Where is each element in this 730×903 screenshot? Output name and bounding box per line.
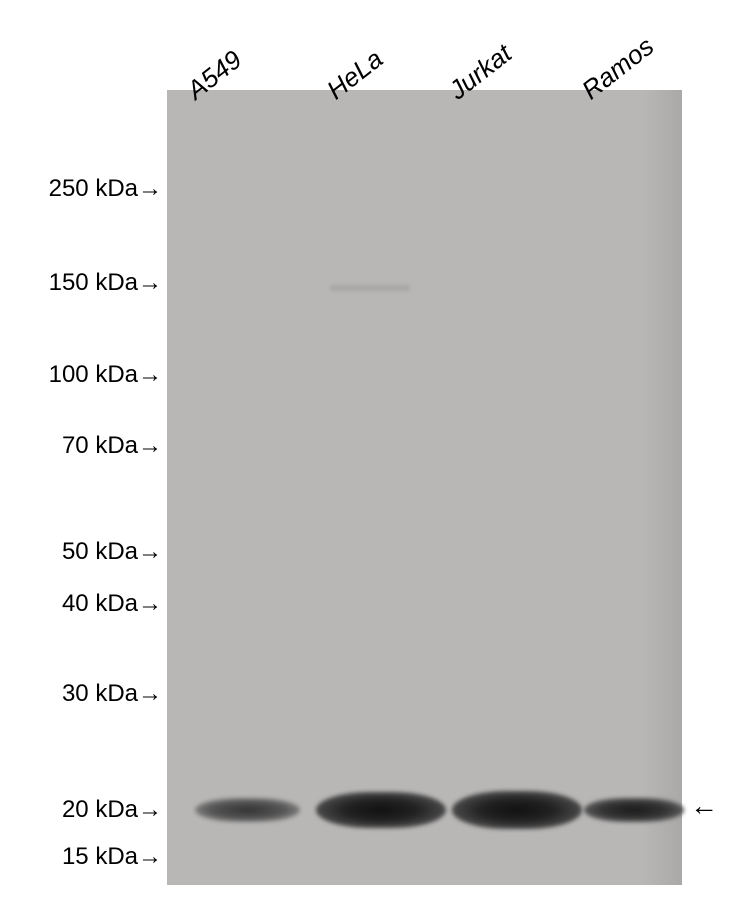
marker-arrow-icon: → <box>138 361 162 389</box>
marker-label: 150 kDa→ <box>49 269 162 297</box>
band <box>584 798 684 822</box>
marker-arrow-icon: → <box>138 538 162 566</box>
marker-label: 70 kDa→ <box>62 432 162 460</box>
marker-text: 100 kDa <box>49 361 138 388</box>
marker-text: 30 kDa <box>62 680 138 707</box>
marker-label: 100 kDa→ <box>49 361 162 389</box>
marker-text: 40 kDa <box>62 590 138 617</box>
marker-text: 15 kDa <box>62 843 138 870</box>
marker-text: 50 kDa <box>62 538 138 565</box>
marker-arrow-icon: → <box>138 269 162 297</box>
band <box>195 798 300 822</box>
target-band-arrow: ← <box>690 790 718 822</box>
marker-arrow-icon: → <box>138 796 162 824</box>
marker-text: 70 kDa <box>62 432 138 459</box>
band <box>452 791 582 829</box>
marker-arrow-icon: → <box>138 175 162 203</box>
marker-label: 50 kDa→ <box>62 538 162 566</box>
marker-label: 30 kDa→ <box>62 680 162 708</box>
marker-arrow-icon: → <box>138 590 162 618</box>
marker-arrow-icon: → <box>138 843 162 871</box>
marker-arrow-icon: → <box>138 680 162 708</box>
marker-label: 250 kDa→ <box>49 175 162 203</box>
marker-arrow-icon: → <box>138 432 162 460</box>
band <box>316 792 446 828</box>
marker-label: 40 kDa→ <box>62 590 162 618</box>
marker-label: 20 kDa→ <box>62 796 162 824</box>
blot-figure: WWW.PTGLAB.COM A549HeLaJurkatRamos 250 k… <box>0 0 730 903</box>
marker-text: 150 kDa <box>49 269 138 296</box>
marker-text: 20 kDa <box>62 796 138 823</box>
marker-text: 250 kDa <box>49 175 138 202</box>
artifact <box>330 285 410 291</box>
membrane <box>167 90 682 885</box>
marker-label: 15 kDa→ <box>62 843 162 871</box>
membrane-right-shadow <box>642 90 682 885</box>
